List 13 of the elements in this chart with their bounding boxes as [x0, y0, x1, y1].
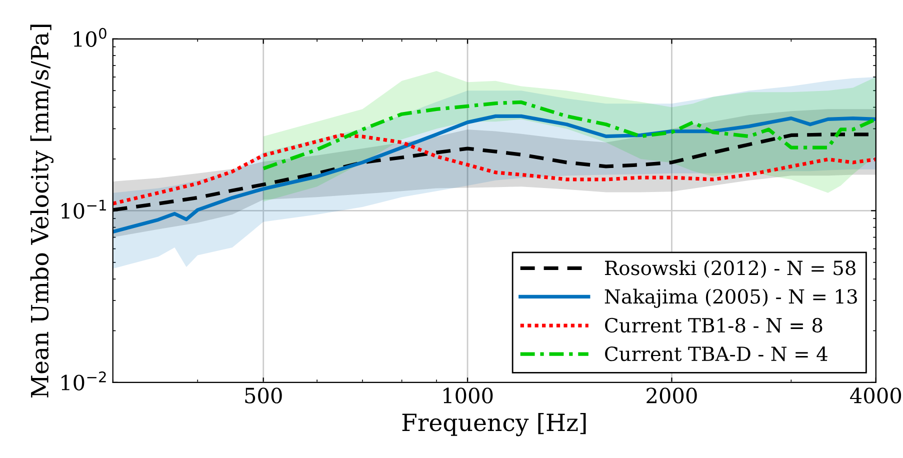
- x-tick-label: 2000: [646, 388, 697, 404]
- x-axis-title: Frequency [Hz]: [402, 413, 586, 436]
- legend-label: Current TBA-D - N = 4: [605, 346, 828, 362]
- x-tick-label: 500: [245, 388, 282, 404]
- legend-label: Nakajima (2005) - N = 13: [604, 288, 857, 308]
- y-axis-title: Mean Umbo Velocity [mm/s/Pa]: [30, 24, 54, 398]
- y-tick-label: 10$^{0}$: [74, 28, 106, 47]
- y-tick-label: 10$^{−1}$: [62, 200, 106, 219]
- y-tick-label: 10$^{−2}$: [62, 371, 106, 390]
- x-tick-label: 1000: [444, 388, 493, 404]
- legend-label: Current TB1-8 - N = 8: [605, 318, 822, 333]
- x-tick-label: 4000: [850, 388, 902, 404]
- legend-label: Rosowski (2012) - N = 58: [605, 260, 856, 278]
